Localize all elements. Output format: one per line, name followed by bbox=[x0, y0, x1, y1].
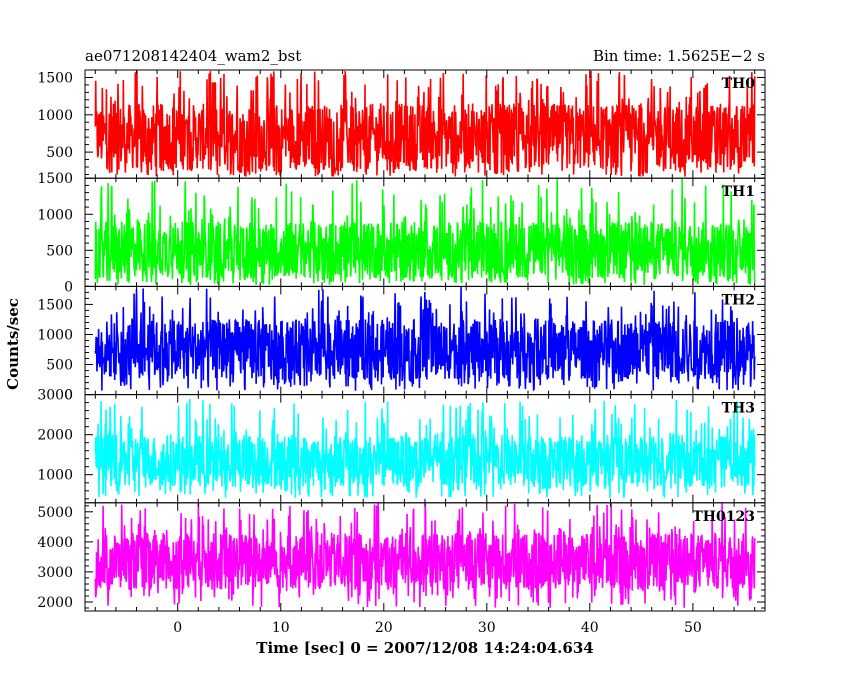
panel-label-th0: TH0 bbox=[722, 76, 756, 92]
y-tick-label: 500 bbox=[46, 145, 73, 161]
series-trace-th0123 bbox=[94, 502, 756, 608]
y-tick-label: 2000 bbox=[37, 595, 73, 611]
y-tick-label: 3000 bbox=[37, 388, 73, 404]
y-tick-label: 1000 bbox=[37, 328, 73, 344]
y-tick-label: 0 bbox=[64, 279, 73, 295]
x-axis-title: Time [sec] 0 = 2007/12/08 14:24:04.634 bbox=[256, 639, 593, 657]
panel-label-th0123: TH0123 bbox=[692, 509, 755, 525]
y-tick-label: 1000 bbox=[37, 108, 73, 124]
y-axis-title: Counts/sec bbox=[4, 298, 22, 390]
panel-th3: 1000 2000 3000 TH3 bbox=[37, 388, 766, 504]
chart-title: ae071208142404_wam2_bst bbox=[85, 47, 301, 65]
series-trace-th0 bbox=[94, 70, 756, 177]
x-tick-label: 30 bbox=[478, 620, 496, 636]
y-tick-label: 1500 bbox=[37, 171, 73, 187]
y-tick-label: 500 bbox=[46, 243, 73, 259]
series-trace-th2 bbox=[94, 286, 756, 392]
y-tick-label: 2000 bbox=[37, 428, 73, 444]
series-trace-th1 bbox=[94, 178, 756, 285]
y-tick-label: 1500 bbox=[37, 297, 73, 313]
panel-label-th1: TH1 bbox=[722, 184, 755, 200]
series-trace-th3 bbox=[94, 398, 756, 498]
x-tick-label: 20 bbox=[375, 620, 393, 636]
y-tick-label: 0 bbox=[64, 388, 73, 404]
y-tick-label: 1000 bbox=[37, 468, 73, 484]
y-tick-label: 500 bbox=[46, 358, 73, 374]
y-tick-label: 3000 bbox=[37, 565, 73, 581]
y-tick-label: 1000 bbox=[37, 207, 73, 223]
x-tick-label: 10 bbox=[272, 620, 290, 636]
x-tick-label: 40 bbox=[581, 620, 599, 636]
x-tick-label: 50 bbox=[684, 620, 702, 636]
panel-label-th3: TH3 bbox=[722, 401, 755, 417]
panel-th2: 0 500 1000 1500 TH2 bbox=[37, 285, 766, 404]
panel-th1: 0 500 1000 1500 TH1 bbox=[37, 171, 766, 295]
y-tick-label: 4000 bbox=[37, 535, 73, 551]
x-tick-label: 0 bbox=[173, 620, 182, 636]
bin-time-label: Bin time: 1.5625E−2 s bbox=[593, 47, 765, 65]
y-tick-label: 5000 bbox=[37, 505, 73, 521]
panel-th0123: 2000 3000 4000 5000 TH0123 bbox=[37, 502, 766, 612]
panel-th0: 500 1000 1500 TH0 bbox=[37, 69, 766, 179]
y-tick-label: 1500 bbox=[37, 71, 73, 87]
panel-label-th2: TH2 bbox=[722, 292, 755, 308]
